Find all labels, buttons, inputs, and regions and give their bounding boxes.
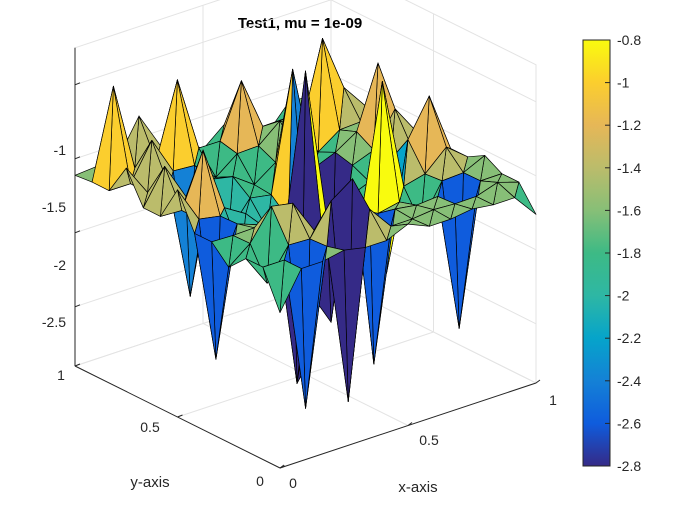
z-grid-line [74,0,537,103]
z-tick-label: -2.5 [42,314,66,330]
colorbar-tick-label: -1.8 [617,245,641,261]
surface-face [211,235,234,268]
z-tick-mark [74,230,81,234]
surface-face [194,233,217,360]
colorbar-tick-label: -2.4 [617,373,641,389]
chart-title: Test1, mu = 1e-09 [238,15,362,32]
colorbar-tick-label: -2.2 [617,330,641,346]
y-tick-mark [177,414,183,418]
surface-face [262,259,285,313]
surface-face [177,189,200,234]
colorbar-tick-label: -1.4 [617,160,641,176]
colorbar-tick-label: -1.6 [617,202,641,218]
z-tick-label: -1 [54,142,67,158]
colorbar-tick-label: -2.6 [617,415,641,431]
colorbar-tick-label: -2.8 [617,458,641,474]
x-tick-label: 1 [549,392,557,408]
surface-face [142,166,166,217]
y-axis-ticks: 1 0.5 0 [57,367,264,489]
x-tick-mark [407,422,413,426]
surface-face [125,167,148,209]
y-tick-mark [279,465,286,469]
z-tick-mark [74,82,81,86]
z-tick-mark [74,156,81,160]
x-grid-line [202,5,409,426]
y-axis-label: y-axis [130,474,169,491]
colorbar-ticks: -0.8 -1 -1.2 -1.4 -1.6 -1.8 -2 -2.2 -2.4 -2.6 -2.8 [605,32,641,474]
colorbar-tick-label: -2 [617,288,630,304]
z-axis-ticks: -2.5 -2 -1.5 -1 [42,142,66,330]
colorbar-tick-label: -0.8 [617,32,641,48]
y-tick-label: 0.5 [140,419,160,435]
z-tick-mark [74,304,81,308]
x-tick-mark [535,379,541,384]
x-axis-ticks: 0 0.5 1 [289,392,557,491]
colorbar-tick-label: -1 [617,75,630,91]
y-tick-label: 0 [256,473,264,489]
colorbar-tick-label: -1.2 [617,117,641,133]
surface-mesh [74,38,537,409]
surface-face [228,243,251,268]
axes-front [74,47,541,469]
surface-face [160,189,183,217]
x-axis-label: x-axis [398,479,437,496]
z-tick-label: -2 [54,257,67,273]
surface-face [91,85,114,191]
surface-face [108,167,131,191]
x-tick-label: 0 [289,475,297,491]
y-tick-label: 1 [57,367,65,383]
surface-face [245,258,268,284]
y-tick-mark [74,363,81,367]
x-tick-label: 0.5 [419,432,439,448]
z-tick-label: -1.5 [42,199,66,215]
